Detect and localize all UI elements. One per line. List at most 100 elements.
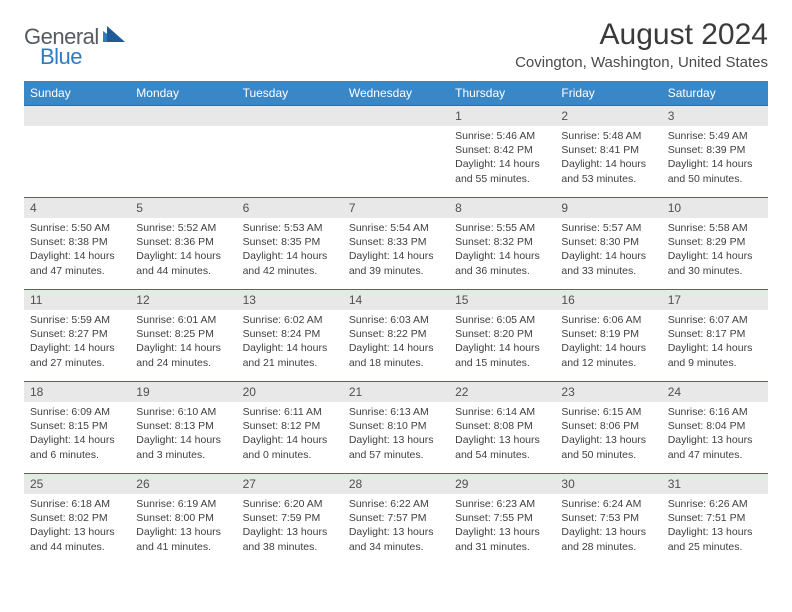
day-number: 21 [343, 382, 449, 402]
day-content: Sunrise: 6:13 AMSunset: 8:10 PMDaylight:… [343, 402, 449, 465]
calendar-cell [24, 106, 130, 198]
day-content: Sunrise: 5:52 AMSunset: 8:36 PMDaylight:… [130, 218, 236, 281]
logo-triangle-icon [103, 26, 125, 47]
day-number-empty [24, 106, 130, 126]
calendar-cell: 5Sunrise: 5:52 AMSunset: 8:36 PMDaylight… [130, 198, 236, 290]
day-header: Monday [130, 81, 236, 106]
day-content: Sunrise: 6:15 AMSunset: 8:06 PMDaylight:… [555, 402, 661, 465]
calendar-cell: 22Sunrise: 6:14 AMSunset: 8:08 PMDayligh… [449, 382, 555, 474]
day-content: Sunrise: 5:49 AMSunset: 8:39 PMDaylight:… [662, 126, 768, 189]
calendar-cell [237, 106, 343, 198]
day-content: Sunrise: 6:10 AMSunset: 8:13 PMDaylight:… [130, 402, 236, 465]
calendar-cell: 7Sunrise: 5:54 AMSunset: 8:33 PMDaylight… [343, 198, 449, 290]
day-content: Sunrise: 6:11 AMSunset: 8:12 PMDaylight:… [237, 402, 343, 465]
day-content: Sunrise: 6:24 AMSunset: 7:53 PMDaylight:… [555, 494, 661, 557]
calendar-cell: 6Sunrise: 5:53 AMSunset: 8:35 PMDaylight… [237, 198, 343, 290]
day-content: Sunrise: 5:57 AMSunset: 8:30 PMDaylight:… [555, 218, 661, 281]
day-number: 3 [662, 106, 768, 126]
day-number: 15 [449, 290, 555, 310]
calendar-week-row: 4Sunrise: 5:50 AMSunset: 8:38 PMDaylight… [24, 198, 768, 290]
day-number: 28 [343, 474, 449, 494]
calendar-cell: 29Sunrise: 6:23 AMSunset: 7:55 PMDayligh… [449, 474, 555, 566]
header: General Blue August 2024 Covington, Wash… [24, 18, 768, 71]
day-number: 19 [130, 382, 236, 402]
day-content: Sunrise: 6:01 AMSunset: 8:25 PMDaylight:… [130, 310, 236, 373]
day-content: Sunrise: 6:20 AMSunset: 7:59 PMDaylight:… [237, 494, 343, 557]
day-number: 23 [555, 382, 661, 402]
day-number: 12 [130, 290, 236, 310]
day-number: 13 [237, 290, 343, 310]
day-number: 1 [449, 106, 555, 126]
day-number: 22 [449, 382, 555, 402]
day-number: 27 [237, 474, 343, 494]
calendar-cell: 16Sunrise: 6:06 AMSunset: 8:19 PMDayligh… [555, 290, 661, 382]
day-content: Sunrise: 6:23 AMSunset: 7:55 PMDaylight:… [449, 494, 555, 557]
day-content: Sunrise: 5:48 AMSunset: 8:41 PMDaylight:… [555, 126, 661, 189]
calendar-cell: 1Sunrise: 5:46 AMSunset: 8:42 PMDaylight… [449, 106, 555, 198]
calendar-cell: 11Sunrise: 5:59 AMSunset: 8:27 PMDayligh… [24, 290, 130, 382]
day-number: 26 [130, 474, 236, 494]
calendar-cell: 10Sunrise: 5:58 AMSunset: 8:29 PMDayligh… [662, 198, 768, 290]
day-content: Sunrise: 5:53 AMSunset: 8:35 PMDaylight:… [237, 218, 343, 281]
calendar-cell: 23Sunrise: 6:15 AMSunset: 8:06 PMDayligh… [555, 382, 661, 474]
day-number: 29 [449, 474, 555, 494]
day-number-empty [343, 106, 449, 126]
day-content: Sunrise: 6:22 AMSunset: 7:57 PMDaylight:… [343, 494, 449, 557]
calendar-cell: 12Sunrise: 6:01 AMSunset: 8:25 PMDayligh… [130, 290, 236, 382]
calendar-cell: 2Sunrise: 5:48 AMSunset: 8:41 PMDaylight… [555, 106, 661, 198]
day-number: 10 [662, 198, 768, 218]
day-number: 30 [555, 474, 661, 494]
calendar-cell: 26Sunrise: 6:19 AMSunset: 8:00 PMDayligh… [130, 474, 236, 566]
day-content: Sunrise: 6:03 AMSunset: 8:22 PMDaylight:… [343, 310, 449, 373]
calendar-cell: 15Sunrise: 6:05 AMSunset: 8:20 PMDayligh… [449, 290, 555, 382]
calendar-cell: 18Sunrise: 6:09 AMSunset: 8:15 PMDayligh… [24, 382, 130, 474]
calendar-cell: 13Sunrise: 6:02 AMSunset: 8:24 PMDayligh… [237, 290, 343, 382]
day-content: Sunrise: 5:55 AMSunset: 8:32 PMDaylight:… [449, 218, 555, 281]
page-title: August 2024 [515, 18, 768, 52]
day-number: 16 [555, 290, 661, 310]
day-number: 4 [24, 198, 130, 218]
calendar-cell [130, 106, 236, 198]
day-header: Friday [555, 81, 661, 106]
calendar-cell: 20Sunrise: 6:11 AMSunset: 8:12 PMDayligh… [237, 382, 343, 474]
calendar-table: SundayMondayTuesdayWednesdayThursdayFrid… [24, 81, 768, 566]
day-number: 11 [24, 290, 130, 310]
calendar-cell: 25Sunrise: 6:18 AMSunset: 8:02 PMDayligh… [24, 474, 130, 566]
calendar-cell: 9Sunrise: 5:57 AMSunset: 8:30 PMDaylight… [555, 198, 661, 290]
calendar-cell: 21Sunrise: 6:13 AMSunset: 8:10 PMDayligh… [343, 382, 449, 474]
calendar-week-row: 18Sunrise: 6:09 AMSunset: 8:15 PMDayligh… [24, 382, 768, 474]
day-number: 20 [237, 382, 343, 402]
calendar-cell: 3Sunrise: 5:49 AMSunset: 8:39 PMDaylight… [662, 106, 768, 198]
day-content: Sunrise: 6:07 AMSunset: 8:17 PMDaylight:… [662, 310, 768, 373]
day-content: Sunrise: 6:05 AMSunset: 8:20 PMDaylight:… [449, 310, 555, 373]
day-number: 25 [24, 474, 130, 494]
calendar-week-row: 11Sunrise: 5:59 AMSunset: 8:27 PMDayligh… [24, 290, 768, 382]
calendar-cell [343, 106, 449, 198]
calendar-cell: 31Sunrise: 6:26 AMSunset: 7:51 PMDayligh… [662, 474, 768, 566]
day-number: 24 [662, 382, 768, 402]
day-header: Thursday [449, 81, 555, 106]
day-number-empty [237, 106, 343, 126]
day-header: Saturday [662, 81, 768, 106]
title-block: August 2024 Covington, Washington, Unite… [515, 18, 768, 71]
day-number-empty [130, 106, 236, 126]
day-number: 17 [662, 290, 768, 310]
calendar-cell: 24Sunrise: 6:16 AMSunset: 8:04 PMDayligh… [662, 382, 768, 474]
calendar-cell: 14Sunrise: 6:03 AMSunset: 8:22 PMDayligh… [343, 290, 449, 382]
logo-blue: Blue [40, 44, 82, 69]
day-content: Sunrise: 6:26 AMSunset: 7:51 PMDaylight:… [662, 494, 768, 557]
calendar-cell: 30Sunrise: 6:24 AMSunset: 7:53 PMDayligh… [555, 474, 661, 566]
calendar-cell: 4Sunrise: 5:50 AMSunset: 8:38 PMDaylight… [24, 198, 130, 290]
day-number: 5 [130, 198, 236, 218]
day-content: Sunrise: 6:02 AMSunset: 8:24 PMDaylight:… [237, 310, 343, 373]
calendar-cell: 28Sunrise: 6:22 AMSunset: 7:57 PMDayligh… [343, 474, 449, 566]
calendar-week-row: 25Sunrise: 6:18 AMSunset: 8:02 PMDayligh… [24, 474, 768, 566]
day-number: 14 [343, 290, 449, 310]
day-content: Sunrise: 6:18 AMSunset: 8:02 PMDaylight:… [24, 494, 130, 557]
day-number: 8 [449, 198, 555, 218]
day-content: Sunrise: 5:50 AMSunset: 8:38 PMDaylight:… [24, 218, 130, 281]
day-number: 6 [237, 198, 343, 218]
day-content: Sunrise: 6:14 AMSunset: 8:08 PMDaylight:… [449, 402, 555, 465]
day-number: 31 [662, 474, 768, 494]
day-header: Wednesday [343, 81, 449, 106]
